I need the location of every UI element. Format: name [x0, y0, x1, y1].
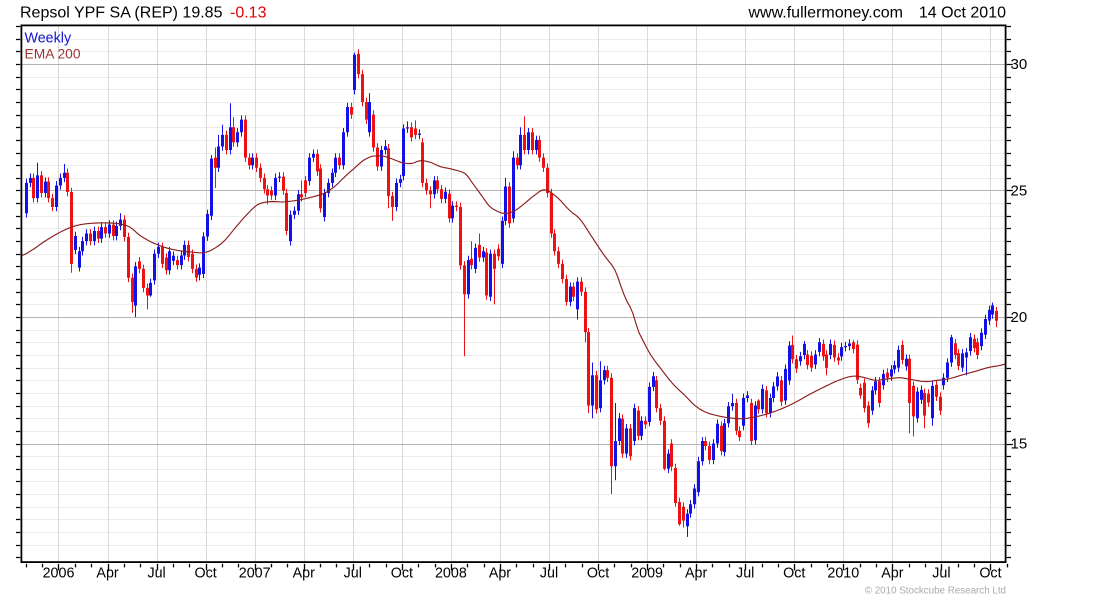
svg-text:30: 30 — [1011, 56, 1028, 73]
svg-text:-0.13: -0.13 — [230, 5, 267, 22]
svg-text:2006: 2006 — [43, 566, 75, 582]
svg-text:Apr: Apr — [489, 566, 511, 582]
svg-text:Apr: Apr — [96, 566, 118, 582]
svg-text:Repsol YPF SA (REP) 19.85: Repsol YPF SA (REP) 19.85 — [20, 5, 223, 22]
svg-text:EMA 200: EMA 200 — [25, 47, 81, 62]
svg-text:www.fullermoney.com: www.fullermoney.com — [748, 5, 903, 22]
svg-text:Apr: Apr — [881, 566, 903, 582]
svg-text:Jul: Jul — [344, 566, 362, 582]
svg-text:2010: 2010 — [827, 566, 859, 582]
svg-text:Oct: Oct — [587, 566, 609, 582]
svg-text:2008: 2008 — [435, 566, 467, 582]
svg-text:25: 25 — [1011, 183, 1028, 200]
svg-text:Oct: Oct — [979, 566, 1001, 582]
svg-text:15: 15 — [1011, 436, 1028, 453]
svg-text:20: 20 — [1011, 309, 1028, 326]
svg-text:Oct: Oct — [195, 566, 217, 582]
svg-text:© 2010 Stockcube Research Ltd: © 2010 Stockcube Research Ltd — [865, 586, 1006, 597]
svg-text:Oct: Oct — [783, 566, 805, 582]
svg-text:Oct: Oct — [391, 566, 413, 582]
svg-text:Jul: Jul — [932, 566, 950, 582]
svg-text:Jul: Jul — [736, 566, 754, 582]
svg-text:2007: 2007 — [239, 566, 271, 582]
svg-text:Apr: Apr — [293, 566, 315, 582]
svg-text:Jul: Jul — [540, 566, 558, 582]
svg-text:Jul: Jul — [147, 566, 165, 582]
svg-text:14 Oct 2010: 14 Oct 2010 — [919, 5, 1006, 22]
svg-text:Apr: Apr — [685, 566, 707, 582]
svg-text:2009: 2009 — [631, 566, 663, 582]
svg-text:Weekly: Weekly — [25, 31, 72, 47]
